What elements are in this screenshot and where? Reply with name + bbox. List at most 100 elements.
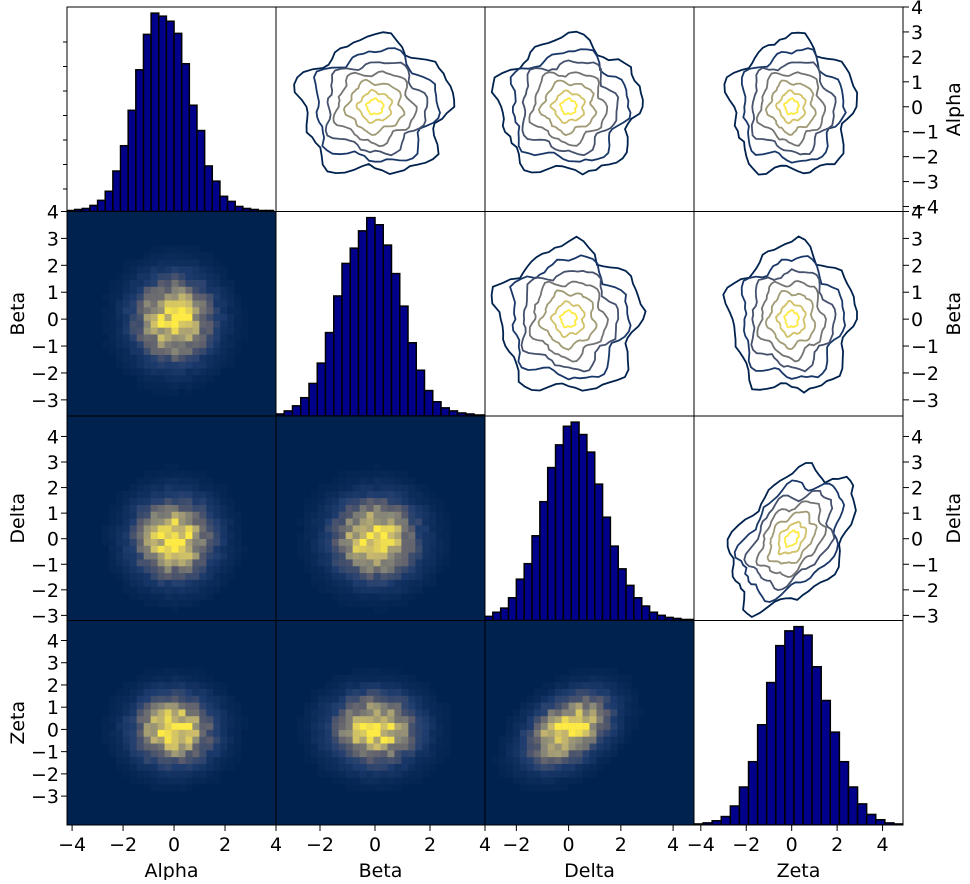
hist2d-cell (533, 729, 542, 737)
hist2d-cell (568, 729, 576, 737)
hist2d-cell (331, 504, 339, 512)
hist-bar (793, 625, 804, 825)
hist2d-cell (422, 511, 430, 519)
hist2d-cell (345, 593, 353, 601)
hist2d-cell (533, 709, 542, 717)
hist2d-cell (136, 518, 144, 526)
panel-beta-vs-zeta (694, 211, 903, 416)
hist2d-cell (380, 497, 388, 505)
hist2d-cell (575, 756, 583, 764)
hist-bar (119, 144, 129, 212)
hist2d-cell (178, 477, 186, 485)
hist2d-cell (554, 688, 562, 696)
hist2d-cell (331, 729, 339, 737)
hist2d-cell (366, 600, 374, 608)
contour-line (355, 88, 394, 124)
panel-border (693, 415, 904, 621)
hist-bar (333, 295, 343, 416)
hist2d-cell (415, 763, 423, 771)
hist2d-cell (512, 743, 521, 751)
hist2d-cell (359, 709, 367, 717)
hist2d-cell (206, 484, 214, 492)
hist2d-cell (234, 756, 242, 764)
hist2d-cell (533, 750, 542, 758)
hist2d-cell (178, 756, 186, 764)
hist2d-cell (129, 293, 137, 301)
hist2d-cell (429, 743, 437, 751)
hist2d-cell (185, 695, 193, 703)
hist2d-cell (596, 715, 604, 724)
y-tick-label: 3 (47, 452, 59, 474)
hist2d-cell (401, 470, 409, 478)
hist2d-cell (164, 334, 172, 342)
panel-zeta-vs-beta (276, 620, 485, 825)
hist2d-cell (331, 593, 339, 601)
hist2d-cell (366, 477, 374, 485)
hist2d-cell (394, 525, 402, 533)
hist2d-cell (519, 709, 528, 717)
hist2d-cell (143, 327, 151, 335)
hist2d-cell (345, 484, 353, 492)
hist2d-cell (394, 777, 402, 785)
hist2d-cell (122, 313, 130, 321)
hist2d-cell (150, 354, 158, 362)
hist2d-cell (234, 306, 242, 315)
hist2d-cell (101, 525, 110, 533)
hist2d-cell (185, 586, 193, 594)
hist-bar (407, 342, 417, 416)
hist2d-cell (422, 743, 430, 751)
hist2d-cell (150, 490, 158, 499)
hist2d-cell (171, 763, 179, 771)
hist2d-cell (206, 531, 214, 539)
hist2d-cell (561, 688, 569, 696)
hist2d-cell (603, 709, 611, 717)
hist2d-cell (429, 750, 437, 758)
hist2d-cell (436, 722, 444, 730)
hist2d-cell (303, 538, 312, 546)
hist2d-cell (540, 770, 548, 778)
hist2d-cell (185, 368, 193, 376)
hist2d-cell (178, 688, 186, 696)
hist2d-cell (143, 756, 151, 764)
hist2d-cell (192, 600, 200, 608)
hist2d-cell (150, 586, 158, 594)
hist2d-cell (310, 490, 319, 499)
hist2d-cell (624, 688, 632, 696)
hist2d-cell (338, 688, 346, 696)
hist2d-cell (101, 293, 110, 301)
hist2d-cell (359, 490, 367, 499)
hist2d-cell (415, 722, 423, 730)
hist2d-cell (401, 484, 409, 492)
hist2d-cell (115, 525, 124, 533)
hist2d-cell (401, 770, 409, 778)
hist2d-cell (359, 559, 367, 567)
y-tick-label: −3 (31, 786, 59, 808)
hist2d-cell (408, 593, 416, 601)
hist2d-cell (589, 702, 597, 710)
hist2d-cell (178, 361, 186, 369)
hist2d-cell (429, 497, 437, 505)
hist2d-cell (108, 320, 117, 328)
hist2d-cell (366, 715, 374, 724)
hist2d-cell (547, 743, 555, 751)
hist2d-cell (206, 490, 214, 499)
hist2d-cell (213, 545, 221, 553)
hist2d-cell (317, 750, 326, 758)
hist2d-cell (317, 559, 326, 567)
y-tick-label: −2 (31, 764, 59, 786)
hist2d-cell (136, 756, 144, 764)
hist2d-cell (631, 702, 639, 710)
hist2d-cell (436, 497, 444, 505)
hist2d-cell (164, 463, 172, 471)
hist2d-cell (373, 484, 381, 492)
hist2d-cell (394, 743, 402, 751)
hist2d-cell (512, 722, 521, 730)
hist2d-cell (122, 341, 130, 349)
hist2d-cell (575, 777, 583, 785)
hist2d-cell (408, 675, 416, 683)
hist2d-cell (192, 266, 200, 274)
hist2d-cell (589, 750, 597, 758)
hist2d-cell (129, 763, 137, 771)
hist2d-cell (429, 722, 437, 730)
hist2d-cell (122, 743, 130, 751)
